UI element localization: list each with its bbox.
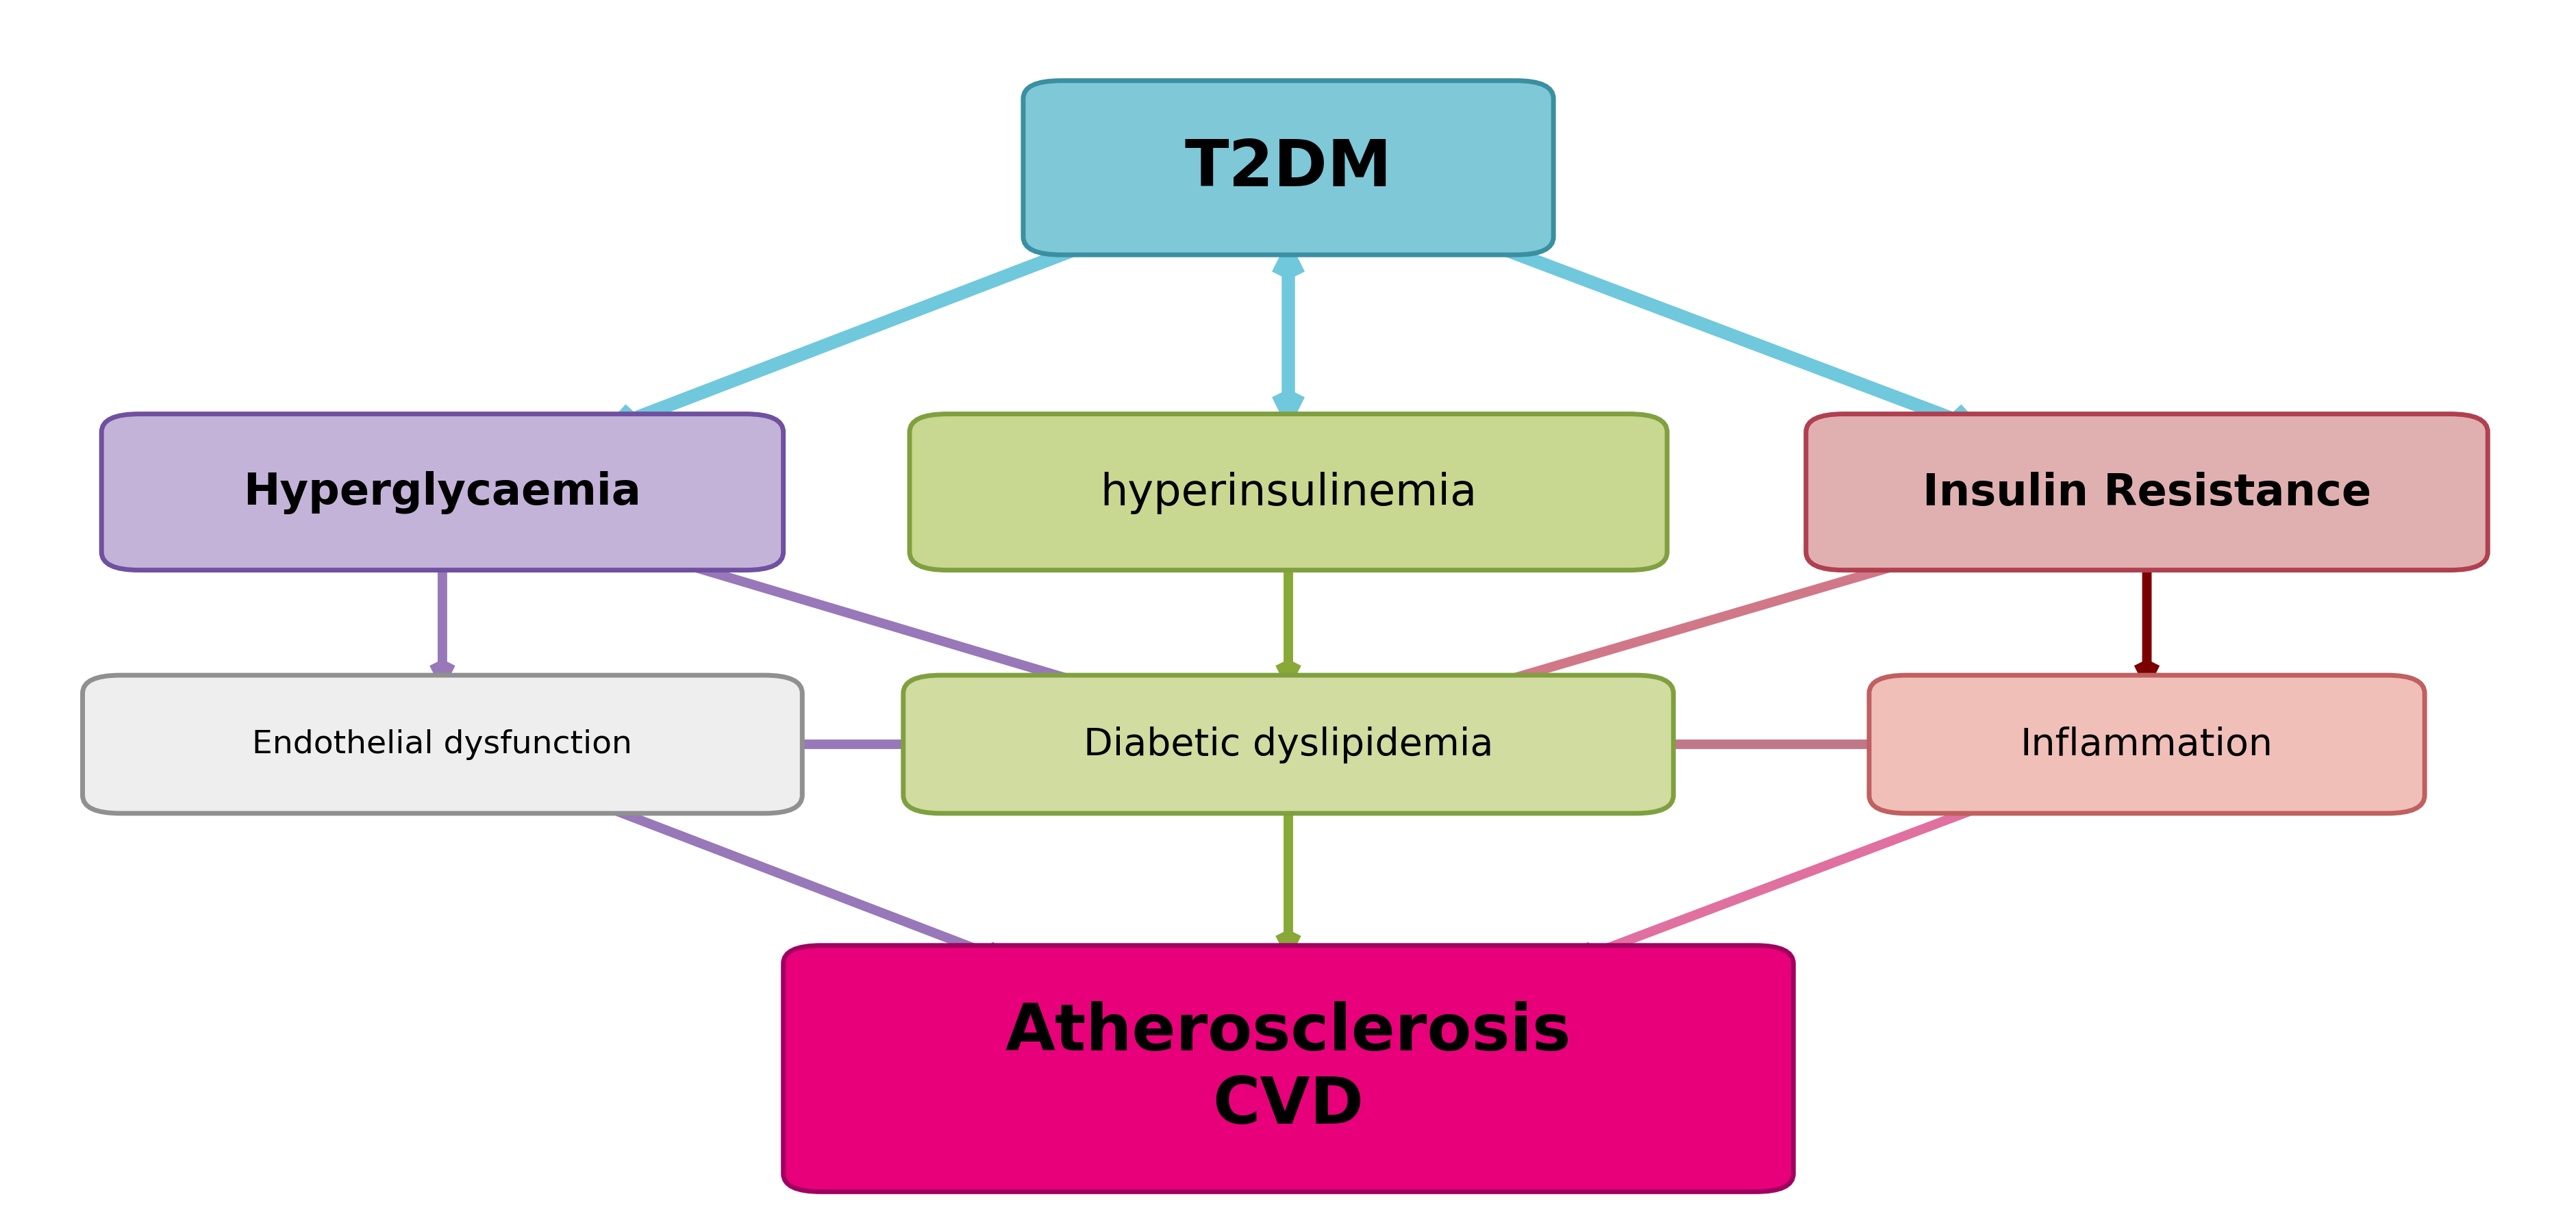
Text: hyperinsulinemia: hyperinsulinemia — [1100, 472, 1476, 513]
FancyBboxPatch shape — [1806, 414, 2488, 571]
Text: Diabetic dyslipidemia: Diabetic dyslipidemia — [1082, 726, 1494, 763]
Text: Atherosclerosis
CVD: Atherosclerosis CVD — [1005, 1001, 1571, 1137]
Text: T2DM: T2DM — [1185, 137, 1391, 200]
Text: Endothelial dysfunction: Endothelial dysfunction — [252, 729, 631, 760]
Text: Inflammation: Inflammation — [2020, 726, 2272, 763]
FancyBboxPatch shape — [100, 414, 783, 571]
FancyBboxPatch shape — [1023, 81, 1553, 255]
FancyBboxPatch shape — [904, 675, 1672, 813]
FancyBboxPatch shape — [783, 946, 1793, 1192]
FancyBboxPatch shape — [1868, 675, 2424, 813]
FancyBboxPatch shape — [909, 414, 1667, 571]
Text: Hyperglycaemia: Hyperglycaemia — [242, 470, 641, 514]
Text: Insulin Resistance: Insulin Resistance — [1922, 472, 2370, 513]
FancyBboxPatch shape — [82, 675, 801, 813]
